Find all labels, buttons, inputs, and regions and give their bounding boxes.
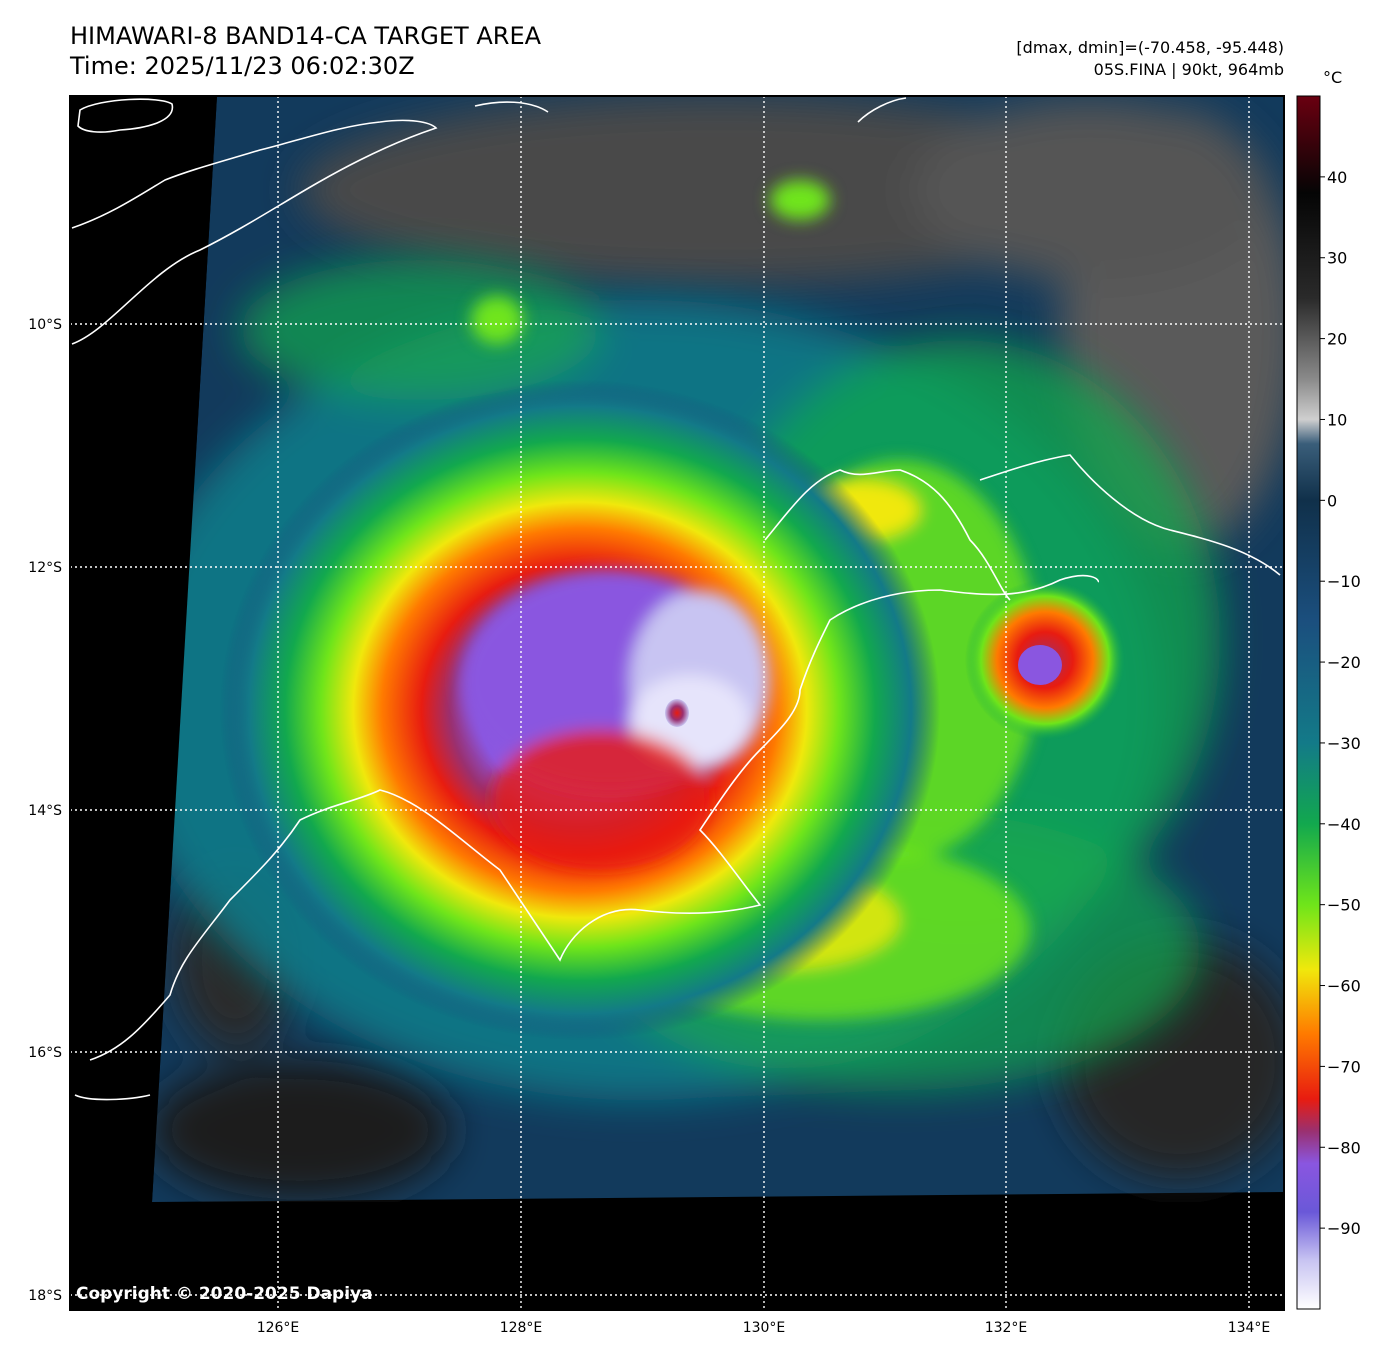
- colorbar-unit: °C: [1323, 68, 1343, 87]
- coastlines: [71, 97, 1281, 1101]
- lat-label: 16°S: [28, 1045, 62, 1061]
- figure-time: Time: 2025/11/23 06:02:30Z: [70, 52, 415, 80]
- colorbar-tick-label: 10: [1327, 410, 1347, 429]
- colorbar-tick-label: −30: [1327, 734, 1361, 753]
- lat-label: 18°S: [28, 1288, 62, 1304]
- cold-core: [460, 570, 770, 870]
- colorbar-tick-label: 0: [1327, 491, 1337, 510]
- colorbar-tick-label: 30: [1327, 249, 1347, 268]
- arnhem-coast: [979, 454, 1281, 576]
- island-coast: [77, 98, 174, 133]
- lat-label: 12°S: [28, 560, 62, 576]
- colorbar-tick-label: 20: [1327, 330, 1347, 349]
- copyright-notice: Copyright © 2020-2025 Dapiya: [76, 1284, 373, 1304]
- colorbar-tick-label: −70: [1327, 1057, 1361, 1076]
- storm-info: 05S.FINA | 90kt, 964mb: [1093, 60, 1284, 79]
- colorbar-tick-label: −60: [1327, 977, 1361, 996]
- temperature-range: [dmax, dmin]=(-70.458, -95.448): [1016, 38, 1284, 57]
- lat-label: 14°S: [28, 803, 62, 819]
- satellite-imagery: [70, 96, 1284, 1310]
- lat-label: 10°S: [28, 317, 62, 333]
- lon-label: 132°E: [985, 1320, 1028, 1336]
- colorbar-tick-label: −10: [1327, 572, 1361, 591]
- latitude-labels: 10°S 12°S 14°S 16°S 18°S: [28, 317, 62, 1304]
- figure-title: HIMAWARI-8 BAND14-CA TARGET AREA: [70, 22, 542, 50]
- no-data-south: [70, 1202, 1284, 1310]
- map-frame: [69, 95, 1285, 1311]
- australia-coast: [74, 574, 1099, 1101]
- lon-label: 134°E: [1228, 1320, 1271, 1336]
- lon-label: 128°E: [500, 1320, 543, 1336]
- lon-label: 126°E: [257, 1320, 300, 1336]
- north-islands: [474, 101, 549, 113]
- north-coast: [857, 97, 907, 123]
- lon-label: 130°E: [743, 1320, 786, 1336]
- timor-coast: [71, 119, 438, 345]
- colorbar-tick-label: −80: [1327, 1138, 1361, 1157]
- colorbar-tick-label: −40: [1327, 815, 1361, 834]
- storm-eye: [665, 699, 689, 727]
- colorbar-tick-label: 40: [1327, 168, 1347, 187]
- no-data-west: [70, 96, 217, 1202]
- convective-core: [1018, 645, 1062, 685]
- colorbar-ticks: 40 30 20 10 0 −10 −20 −30 −40 −50 −60 −70 −80 −90: [1320, 168, 1361, 1238]
- colorbar: [1296, 95, 1321, 1310]
- colorbar-tick-label: −20: [1327, 653, 1361, 672]
- colorbar-tick-label: −90: [1327, 1219, 1361, 1238]
- graticule: [70, 96, 1284, 1310]
- colorbar-tick-label: −50: [1327, 896, 1361, 915]
- longitude-labels: 126°E 128°E 130°E 132°E 134°E: [257, 1320, 1271, 1336]
- tiwi-coast: [764, 469, 1011, 601]
